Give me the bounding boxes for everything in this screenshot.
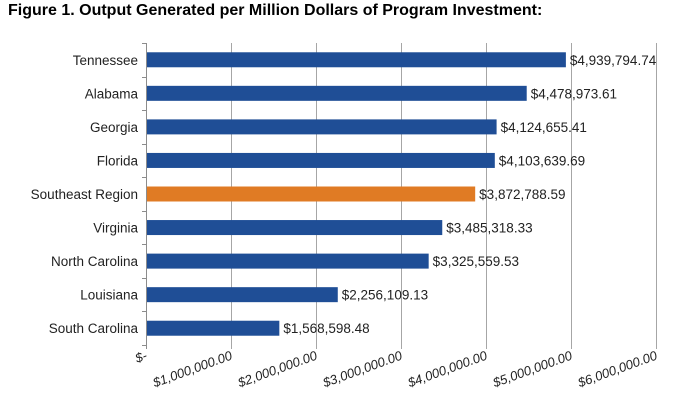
x-tick-label: $5,000,000.00 — [490, 347, 575, 390]
bars — [147, 52, 566, 336]
data-label: $4,478,973.61 — [531, 86, 617, 101]
chart-title: Figure 1. Output Generated per Million D… — [8, 2, 543, 19]
data-label: $2,256,109.13 — [342, 288, 428, 303]
category-label: North Carolina — [51, 254, 139, 269]
bar-alabama — [147, 85, 527, 101]
category-label: Georgia — [90, 120, 139, 135]
data-labels: $4,939,794.74 $4,478,973.61 $4,124,655.41 $… — [283, 53, 656, 336]
category-label: Southeast Region — [31, 187, 138, 202]
data-label: $4,124,655.41 — [501, 120, 587, 135]
x-tick-label: $6,000,000.00 — [575, 347, 660, 390]
bar-louisiana — [147, 287, 338, 303]
bar-north-carolina — [147, 253, 429, 269]
category-labels: Tennessee Alabama Georgia Florida Southeast … — [31, 53, 139, 336]
category-label: Virginia — [93, 221, 138, 236]
x-tick-label: $1,000,000.00 — [150, 347, 235, 390]
bar-south-carolina — [147, 320, 280, 336]
x-tick-label: $- — [132, 347, 150, 366]
data-label: $1,568,598.48 — [283, 321, 369, 336]
category-label: Florida — [97, 153, 139, 168]
bar-florida — [147, 152, 495, 168]
data-label: $3,872,788.59 — [479, 187, 565, 202]
data-label: $4,103,639.69 — [499, 153, 585, 168]
data-label: $3,325,559.53 — [433, 254, 519, 269]
bar-georgia — [147, 119, 497, 135]
category-label: South Carolina — [49, 321, 139, 336]
x-tick-label: $3,000,000.00 — [320, 347, 405, 390]
category-label: Alabama — [85, 86, 139, 101]
bar-southeast-region — [147, 186, 476, 202]
y-axis — [142, 43, 147, 349]
category-label: Tennessee — [73, 53, 138, 68]
x-tick-label: $2,000,000.00 — [235, 347, 320, 390]
x-tick-label: $4,000,000.00 — [405, 347, 490, 390]
category-label: Louisiana — [80, 288, 138, 303]
bar-virginia — [147, 220, 443, 236]
x-tick-labels: $- $1,000,000.00 $2,000,000.00 $3,000,000.0… — [132, 347, 660, 390]
data-label: $4,939,794.74 — [570, 53, 657, 68]
bar-tennessee — [147, 52, 566, 68]
data-label: $3,485,318.33 — [446, 221, 532, 236]
